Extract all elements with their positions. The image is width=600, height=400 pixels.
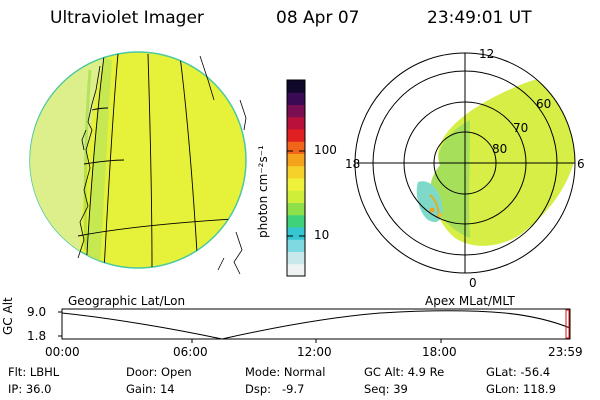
timeline-xtick-1800: 18:00	[422, 345, 457, 359]
mlt-label-0: 0	[469, 276, 477, 290]
polar-mlat-mlt-plot	[354, 52, 576, 274]
timeline-xtick-0600: 06:00	[173, 345, 208, 359]
image-date: 08 Apr 07	[276, 8, 360, 28]
mlt-label-12: 12	[479, 47, 495, 61]
geographic-caption: Geographic Lat/Lon	[68, 294, 186, 308]
lat-lon-grid	[77, 53, 246, 268]
timeline-ytick-1-8: 1.8	[27, 329, 47, 343]
status-gc-alt: GC Alt: 4.9 Re	[364, 365, 445, 379]
colorbar-band	[287, 141, 305, 154]
polar-grid	[354, 52, 576, 274]
current-time-marker	[565, 309, 570, 339]
status-gain: Gain: 14	[126, 382, 175, 396]
status-glat: GLat: -56.4	[486, 365, 551, 379]
timeline-xtick-1200: 12:00	[297, 345, 332, 359]
status-seq: Seq: 39	[364, 382, 408, 396]
colorbar-band	[287, 227, 305, 240]
image-time: 23:49:01 UT	[427, 8, 532, 28]
geographic-disk-image	[29, 51, 247, 275]
colorbar-band	[287, 153, 305, 167]
colorbar-band	[287, 178, 305, 191]
mlt-label-18: 18	[345, 157, 361, 171]
timeline-xtick-2359: 23:59	[548, 345, 583, 359]
status-dsp: Dsp: -9.7	[245, 382, 305, 396]
mlat-label-70: 70	[513, 121, 529, 135]
mlat-label-80: 80	[492, 142, 508, 156]
colorbar-band	[287, 190, 305, 203]
colorbar-band	[287, 129, 305, 142]
status-ip: IP: 36.0	[8, 382, 52, 396]
colorbar-band	[287, 251, 305, 265]
mlat-label-60: 60	[536, 97, 552, 111]
colorbar-band	[287, 104, 305, 118]
polar-caption: Apex MLat/MLT	[425, 294, 515, 308]
colorbar-tick-10: 10	[314, 228, 330, 242]
colorbar-band	[287, 116, 305, 130]
colorbar-band	[287, 263, 305, 277]
coastline-outline	[77, 55, 247, 275]
intensity-colorbar	[287, 80, 305, 277]
status-door: Door: Open	[126, 365, 192, 379]
colorbar-band	[287, 80, 305, 93]
colorbar-band	[287, 165, 305, 179]
colorbar-tick-100: 100	[314, 143, 337, 157]
mlt-label-6: 6	[577, 157, 585, 171]
colorbar-band	[287, 92, 305, 105]
colorbar-unit-label: photon cm⁻²s⁻¹	[256, 145, 270, 238]
status-glon: GLon: 118.9	[486, 382, 556, 396]
status-filter: Flt: LBHL	[8, 365, 60, 379]
colorbar-band	[287, 239, 305, 252]
colorbar-band	[287, 214, 305, 228]
status-mode: Mode: Normal	[245, 365, 326, 379]
timeline-ytick-9: 9.0	[27, 305, 47, 319]
timeline-axis-label: GC Alt	[1, 297, 15, 335]
timeline-xtick-0000: 00:00	[45, 345, 80, 359]
colorbar-band	[287, 202, 305, 216]
altitude-timeline	[58, 308, 571, 343]
instrument-title: Ultraviolet Imager	[50, 8, 204, 28]
